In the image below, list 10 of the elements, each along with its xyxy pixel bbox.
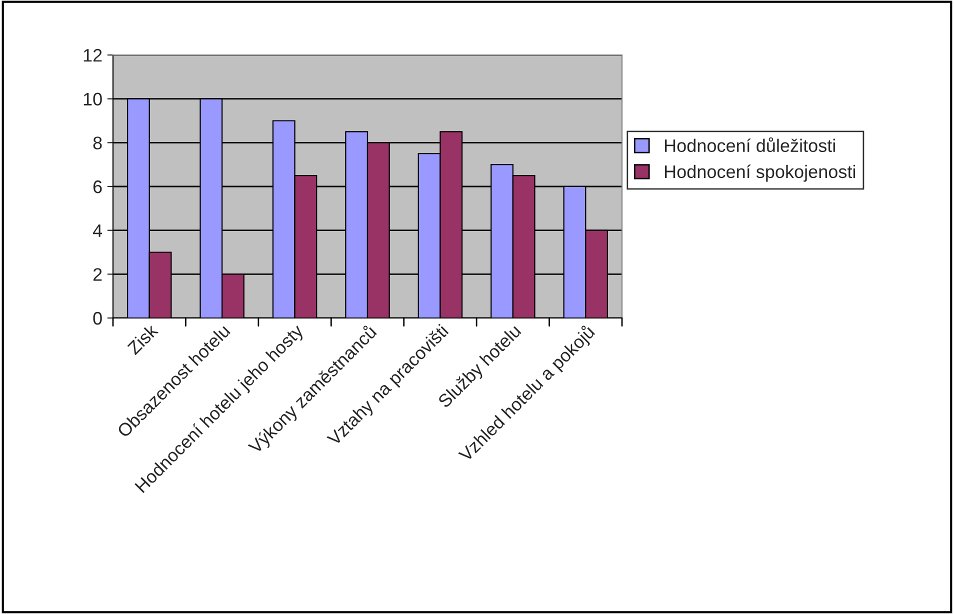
y-tick-label: 10 <box>84 92 102 106</box>
y-tick-label: 0 <box>93 312 102 325</box>
y-tick-label: 2 <box>93 268 102 281</box>
legend-label: Hodnocení spokojenosti <box>665 164 856 182</box>
y-tick-label: 6 <box>93 180 102 194</box>
y-tick-label: 12 <box>84 48 102 62</box>
y-tick-label: 4 <box>92 224 102 237</box>
legend-label: Hodnocení důležitosti <box>665 137 835 152</box>
x-tick-label: Zisk <box>126 322 159 356</box>
y-tick-label: 8 <box>93 136 102 150</box>
